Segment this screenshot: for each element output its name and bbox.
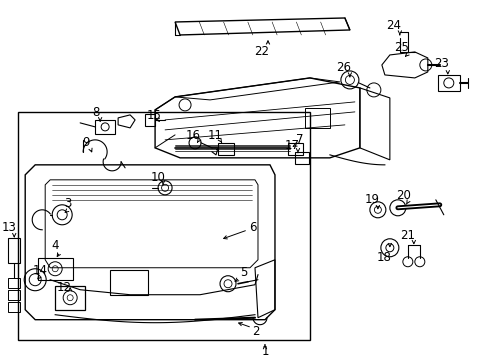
Text: 25: 25 — [394, 41, 408, 54]
Text: 9: 9 — [82, 136, 90, 149]
Text: 22: 22 — [254, 45, 269, 58]
Bar — [8, 238, 20, 263]
Text: 6: 6 — [249, 221, 256, 234]
Text: 20: 20 — [396, 189, 410, 202]
Text: 21: 21 — [400, 229, 414, 242]
Text: 17: 17 — [284, 139, 299, 152]
Text: 8: 8 — [92, 107, 100, 120]
Bar — [294, 152, 308, 164]
Text: 5: 5 — [240, 266, 247, 279]
Text: 2: 2 — [252, 325, 259, 338]
Text: 24: 24 — [386, 19, 401, 32]
Text: 14: 14 — [33, 264, 48, 277]
Bar — [305, 108, 329, 128]
Bar — [95, 120, 115, 134]
Bar — [145, 114, 155, 126]
Bar — [18, 112, 309, 340]
Text: 18: 18 — [376, 251, 390, 264]
Text: 23: 23 — [433, 58, 448, 71]
Text: 16: 16 — [185, 129, 200, 142]
Bar — [55, 286, 85, 310]
Text: 1: 1 — [261, 345, 268, 358]
Bar — [110, 270, 148, 295]
Text: 11: 11 — [207, 129, 222, 142]
Text: 3: 3 — [64, 197, 72, 210]
Bar — [218, 143, 234, 155]
Text: 10: 10 — [150, 171, 165, 184]
Text: 7: 7 — [296, 133, 303, 147]
Text: 4: 4 — [51, 239, 59, 252]
Bar — [437, 75, 459, 91]
Bar — [38, 258, 73, 280]
Text: 13: 13 — [2, 221, 17, 234]
Text: 19: 19 — [364, 193, 379, 206]
Bar — [287, 143, 303, 155]
Text: 12: 12 — [57, 281, 72, 294]
Text: 26: 26 — [336, 62, 351, 75]
Text: 15: 15 — [146, 109, 161, 122]
